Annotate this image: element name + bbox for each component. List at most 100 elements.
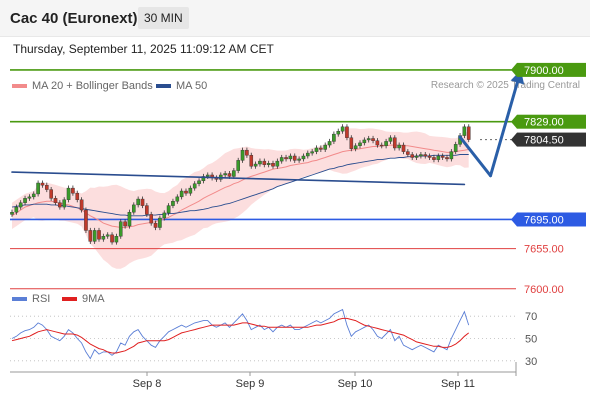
header-bar: Cac 40 (Euronext) 30 MIN [0, 0, 590, 37]
bollinger-band [12, 128, 469, 269]
candle-body [40, 182, 45, 186]
candle-body [297, 158, 301, 161]
candle-body [36, 182, 40, 195]
legend-ma50: MA 50 [156, 80, 207, 92]
x-axis-label: Sep 11 [441, 378, 475, 390]
candle-body [240, 149, 245, 161]
candle-body [319, 147, 323, 150]
level-label-tip-3 [511, 212, 517, 227]
candle-body [175, 196, 180, 202]
rsi-tick-label: 30 [525, 356, 537, 368]
candle-body [71, 187, 75, 194]
legend-ma50-swatch [156, 84, 171, 89]
candle-body [258, 160, 262, 165]
candle-body [414, 155, 419, 158]
candle-body [153, 222, 158, 228]
x-axis-label: Sep 8 [133, 378, 162, 390]
candle-body [453, 144, 458, 152]
candles [10, 124, 471, 245]
candle-body [358, 142, 362, 146]
candle-body [149, 214, 154, 224]
x-axis-label: Sep 10 [338, 378, 373, 390]
legend-ma20-swatch [12, 84, 27, 89]
level-label-bg-3 [517, 212, 586, 227]
candle-body [84, 209, 88, 231]
candle-body [223, 173, 227, 176]
candle-body [58, 202, 62, 208]
chart-datetime: Thursday, September 11, 2025 11:09:12 AM… [13, 42, 274, 56]
candle-body [97, 230, 101, 240]
level-label-tip-1 [511, 114, 517, 129]
candle-body [362, 139, 367, 144]
candle-body [366, 138, 371, 141]
candle-body [127, 211, 132, 227]
level-label-5: 7600.00 [524, 284, 564, 296]
candle-body [410, 154, 415, 158]
candle-body [49, 189, 53, 199]
candle-body [284, 157, 288, 160]
ma50-line [11, 154, 469, 217]
level-label-bg-2 [517, 132, 586, 147]
candle-body [427, 155, 432, 158]
legend-rsi-swatch [12, 297, 27, 302]
candle-body [184, 190, 188, 194]
legend-ma20-label: MA 20 + Bollinger Bands [32, 80, 153, 92]
candle-body [105, 234, 110, 237]
candle-body [227, 173, 232, 177]
candle-body [110, 234, 114, 243]
candle-body [66, 187, 71, 200]
candle-body [23, 198, 27, 203]
x-axis-label: Sep 9 [236, 378, 265, 390]
candle-body [314, 147, 319, 152]
candle-body [145, 205, 149, 215]
candle-body [406, 151, 410, 155]
candle-body [432, 157, 436, 160]
candle-body [327, 141, 332, 146]
level-label-4: 7655.00 [524, 244, 564, 256]
candle-body [384, 141, 388, 146]
candle-body [466, 126, 471, 140]
rsi-ma9-line [11, 317, 470, 354]
candle-body [123, 221, 127, 227]
candle-body [131, 204, 136, 213]
candle-body [310, 151, 314, 154]
candle-body [332, 133, 336, 142]
instrument-title: Cac 40 (Euronext) [10, 10, 138, 27]
timeframe-badge[interactable]: 30 MIN [138, 7, 189, 29]
rsi-line [11, 308, 470, 360]
candle-body [275, 160, 280, 167]
level-label-2: 7804.50 [524, 135, 564, 147]
candle-body [397, 144, 401, 149]
candle-body [245, 149, 249, 156]
candle-body [62, 199, 66, 208]
candle-body [192, 183, 197, 189]
candle-body [266, 163, 271, 165]
candle-body [53, 198, 58, 203]
candle-body [419, 154, 423, 157]
candle-body [336, 130, 341, 135]
candle-body [179, 190, 184, 198]
candle-body [288, 155, 293, 160]
candle-body [14, 206, 19, 213]
candle-body [306, 152, 310, 157]
candle-body [436, 155, 441, 160]
candle-body [158, 217, 162, 228]
rsi-tick-label: 50 [525, 334, 537, 346]
candle-body [249, 155, 254, 167]
legend-9ma-label: 9MA [82, 293, 105, 305]
candle-body [271, 163, 275, 167]
level-label-3: 7695.00 [524, 214, 564, 226]
level-label-0: 7900.00 [524, 65, 564, 77]
candle-body [345, 126, 349, 138]
candle-body [279, 157, 284, 162]
level-label-bg-1 [517, 114, 586, 129]
candle-body [31, 193, 36, 198]
candle-body [140, 198, 145, 206]
candle-body [88, 230, 93, 242]
candle-body [118, 221, 123, 237]
candle-body [75, 193, 80, 200]
candle-body [114, 236, 119, 243]
candle-body [136, 198, 140, 206]
candle-body [27, 196, 32, 199]
